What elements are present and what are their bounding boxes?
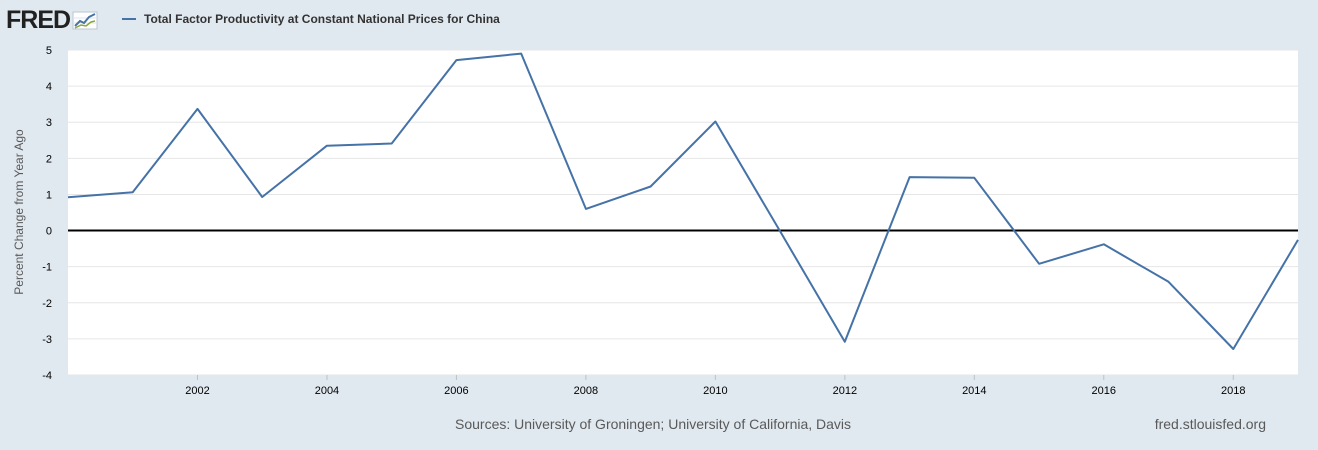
- data-point[interactable]: [258, 193, 266, 201]
- data-point[interactable]: [776, 227, 784, 235]
- legend-swatch: [122, 18, 136, 20]
- x-axis-ticks: 2002 2004 2006 2008 2010 2012 2014 2016 2018: [185, 375, 1246, 397]
- plot-area: [68, 50, 1298, 375]
- source-url[interactable]: fred.stlouisfed.org: [1154, 416, 1266, 432]
- x-tick-label: 2018: [1221, 385, 1245, 397]
- data-point[interactable]: [1035, 260, 1043, 268]
- data-point[interactable]: [388, 140, 396, 148]
- logo-text: FRED: [6, 6, 71, 34]
- series-group: [64, 50, 1302, 353]
- x-tick-label: 2012: [833, 385, 857, 397]
- x-tick-label: 2002: [185, 385, 209, 397]
- data-point[interactable]: [64, 193, 72, 201]
- gridlines: [68, 49, 1298, 376]
- y-tick-label: 3: [46, 117, 52, 129]
- y-axis-ticks: -4 -3 -2 -1 0 1 2 3 4 5: [42, 45, 52, 382]
- x-tick-label: 2006: [444, 385, 468, 397]
- y-tick-label: -2: [42, 298, 52, 310]
- trend-graph-icon: [72, 11, 98, 30]
- data-point[interactable]: [841, 338, 849, 346]
- y-axis-label: Percent Change from Year Ago: [12, 129, 26, 295]
- y-tick-label: 5: [46, 45, 52, 57]
- y-tick-label: 2: [46, 153, 52, 165]
- data-point[interactable]: [906, 173, 914, 181]
- x-tick-label: 2004: [315, 385, 339, 397]
- x-tick-label: 2010: [703, 385, 727, 397]
- y-tick-label: 1: [46, 189, 52, 201]
- x-tick-label: 2014: [962, 385, 986, 397]
- data-point[interactable]: [647, 183, 655, 191]
- data-point[interactable]: [129, 188, 137, 196]
- x-tick-label: 2016: [1092, 385, 1116, 397]
- sources-text: Sources: University of Groningen; Univer…: [455, 416, 852, 432]
- data-point[interactable]: [323, 142, 331, 150]
- y-tick-label: -1: [42, 262, 52, 274]
- x-tick-label: 2008: [574, 385, 598, 397]
- data-point[interactable]: [517, 50, 525, 58]
- data-point[interactable]: [711, 118, 719, 126]
- data-point[interactable]: [1165, 278, 1173, 286]
- y-tick-label: -3: [42, 334, 52, 346]
- data-point[interactable]: [193, 105, 201, 113]
- fred-logo[interactable]: FRED: [6, 6, 98, 34]
- y-tick-label: 0: [46, 226, 52, 238]
- data-point[interactable]: [582, 205, 590, 213]
- data-point[interactable]: [970, 174, 978, 182]
- header: FRED Total Factor Productivity at Consta…: [0, 0, 1318, 40]
- data-point[interactable]: [452, 56, 460, 64]
- data-point[interactable]: [1229, 345, 1237, 353]
- legend-label: Total Factor Productivity at Constant Na…: [144, 12, 500, 26]
- legend[interactable]: Total Factor Productivity at Constant Na…: [122, 12, 500, 26]
- y-tick-label: 4: [46, 81, 52, 93]
- data-point[interactable]: [1100, 240, 1108, 248]
- data-point[interactable]: [1294, 236, 1302, 244]
- y-tick-label: -4: [42, 370, 52, 382]
- series-line[interactable]: [67, 52, 1299, 350]
